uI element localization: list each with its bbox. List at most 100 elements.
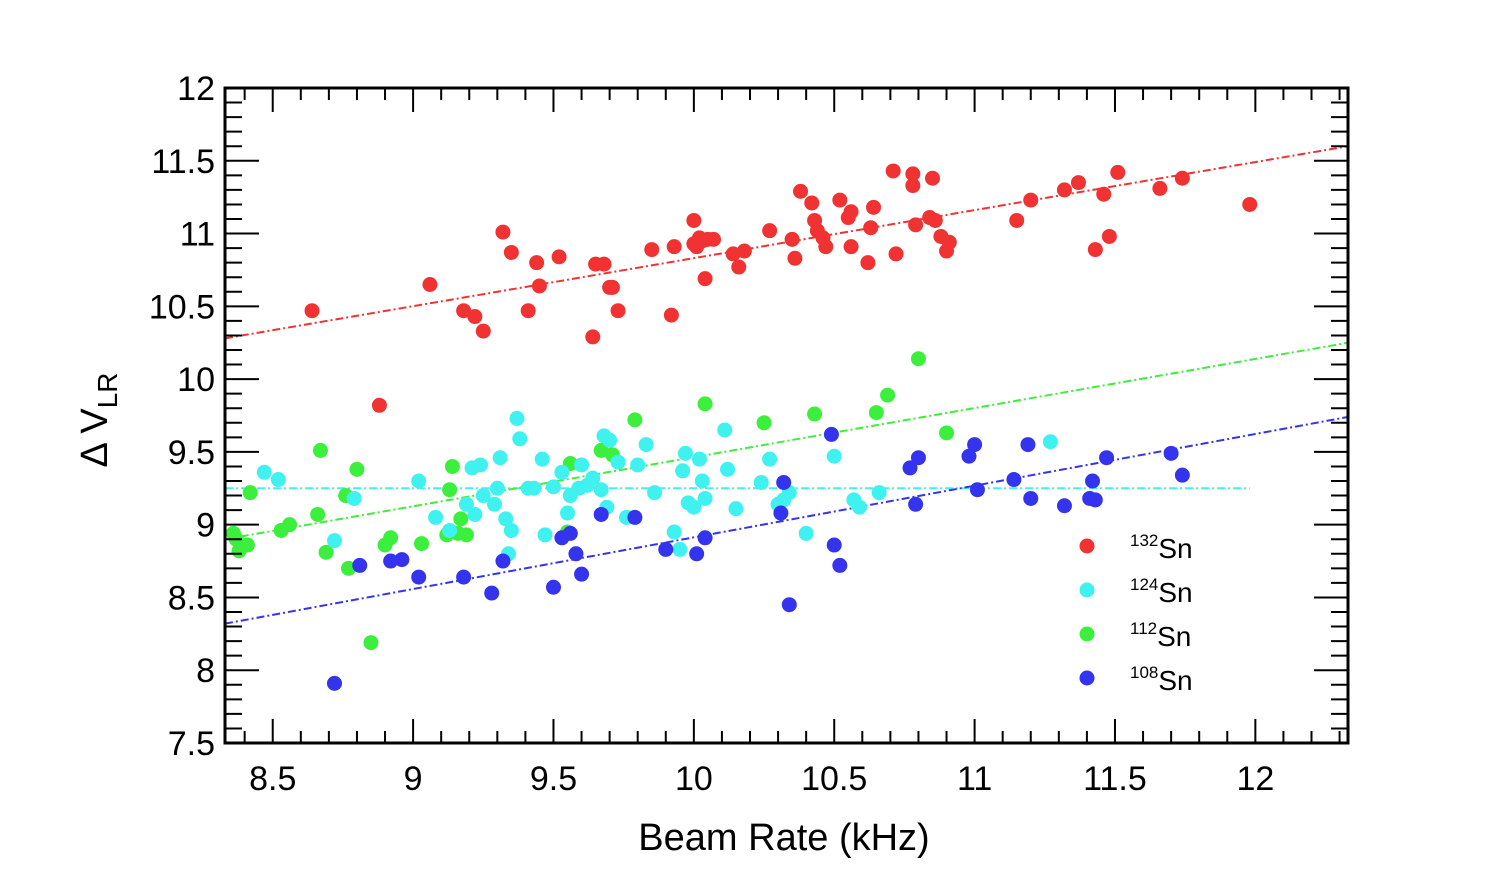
data-point-132-sn (371, 397, 387, 413)
data-point-124-sn (545, 479, 561, 495)
y-tick-label: 11.5 (151, 143, 215, 181)
data-point-124-sn (697, 490, 713, 506)
x-tick-label: 8.5 (249, 760, 296, 798)
data-point-108-sn (568, 546, 584, 562)
plot-frame (223, 86, 1350, 745)
y-tick-label: 8.5 (168, 579, 215, 617)
data-point-132-sn (832, 192, 848, 208)
data-point-112-sn (282, 517, 298, 533)
data-point-108-sn (484, 585, 500, 601)
data-point-124-sn (602, 432, 618, 448)
y-axis-title-main: Δ V (74, 408, 116, 468)
legend-marker (1079, 626, 1095, 642)
data-point-132-sn (422, 277, 438, 292)
y-axis-title: Δ VLR (74, 373, 123, 468)
data-point-132-sn (725, 246, 741, 262)
data-point-132-sn (843, 204, 859, 220)
data-point-112-sn (697, 396, 713, 412)
y-tick-label: 12 (177, 70, 215, 108)
data-point-132-sn (663, 307, 679, 323)
data-point-108-sn (967, 437, 983, 453)
data-point-112-sn (383, 530, 399, 546)
legend-label: 132Sn (1130, 531, 1193, 564)
legend-mass-number: 132 (1130, 531, 1158, 550)
data-point-132-sn (866, 199, 882, 215)
data-point-132-sn (863, 220, 879, 236)
data-point-132-sn (1152, 180, 1168, 196)
data-point-132-sn (644, 242, 660, 258)
data-point-108-sn (1087, 492, 1103, 508)
data-point-132-sn (456, 303, 472, 319)
data-point-108-sn (545, 579, 561, 595)
data-point-124-sn (492, 450, 508, 466)
data-point-132-sn (531, 278, 547, 294)
y-axis-title-subscript: LR (92, 373, 123, 409)
data-point-124-sn (442, 522, 458, 538)
data-point-124-sn (610, 454, 626, 470)
data-point-124-sn (560, 505, 576, 521)
data-point-108-sn (383, 553, 399, 569)
data-point-112-sn (341, 560, 357, 576)
data-point-124-sn (638, 437, 654, 453)
data-point-124-sn (534, 451, 550, 467)
data-point-108-sn (823, 426, 839, 442)
data-point-132-sn (475, 323, 491, 339)
data-point-132-sn (520, 303, 536, 319)
x-tick-labels: 8.5 9 9.5 10 10.5 11 11.5 12 (249, 760, 1274, 798)
legend-label: 124Sn (1130, 575, 1193, 608)
data-point-112-sn (458, 527, 474, 543)
data-point-132-sn (905, 178, 921, 194)
data-point-112-sn (627, 412, 643, 428)
y-tick-label: 10.5 (149, 288, 215, 326)
data-point-108-sn (1006, 472, 1022, 488)
data-point-108-sn (593, 506, 609, 522)
data-point-132-sn (885, 163, 901, 179)
data-point-132-sn (908, 217, 924, 233)
data-point-132-sn (843, 239, 859, 255)
data-point-124-sn (574, 457, 590, 473)
x-tick-label: 9 (404, 760, 423, 798)
fit-line-132-sn (224, 145, 1349, 340)
data-point-112-sn (239, 537, 255, 553)
data-point-108-sn (776, 474, 792, 490)
data-point-112-sn (444, 458, 460, 474)
data-point-112-sn (756, 415, 772, 431)
data-point-124-sn (762, 451, 778, 467)
fit-lines (224, 145, 1349, 625)
data-point-132-sn (604, 279, 620, 295)
data-point-132-sn (1056, 182, 1072, 198)
data-point-108-sn (456, 569, 472, 585)
data-point-132-sn (787, 250, 803, 266)
data-point-108-sn (689, 546, 705, 562)
data-point-108-sn (658, 541, 674, 557)
data-point-124-sn (458, 496, 474, 512)
legend-label: 108Sn (1130, 663, 1193, 696)
data-point-108-sn (1085, 473, 1101, 489)
legend-element: Sn (1158, 665, 1192, 696)
y-tick-label: 9 (196, 507, 215, 545)
data-point-108-sn (1174, 467, 1190, 483)
data-point-108-sn (902, 460, 918, 476)
data-point-132-sn (736, 243, 752, 259)
data-point-124-sn (728, 501, 744, 517)
data-point-108-sn (1020, 437, 1036, 453)
data-point-124-sn (467, 506, 483, 522)
data-point-132-sn (495, 224, 511, 240)
data-point-132-sn (503, 244, 519, 260)
data-point-124-sn (428, 509, 444, 525)
data-point-124-sn (666, 524, 682, 540)
data-point-124-sn (489, 480, 505, 496)
legend-marker (1079, 670, 1095, 686)
data-point-124-sn (256, 464, 272, 480)
data-point-112-sn (442, 482, 458, 498)
x-tick-label: 10 (675, 760, 713, 798)
data-point-132-sn (585, 329, 601, 345)
data-point-132-sn (686, 212, 702, 228)
data-point-132-sn (860, 255, 876, 271)
data-point-108-sn (495, 553, 511, 569)
data-point-108-sn (1099, 450, 1115, 466)
data-point-132-sn (666, 239, 682, 255)
data-point-108-sn (697, 530, 713, 546)
data-point-132-sn (1096, 186, 1112, 202)
data-point-132-sn (1009, 212, 1025, 228)
